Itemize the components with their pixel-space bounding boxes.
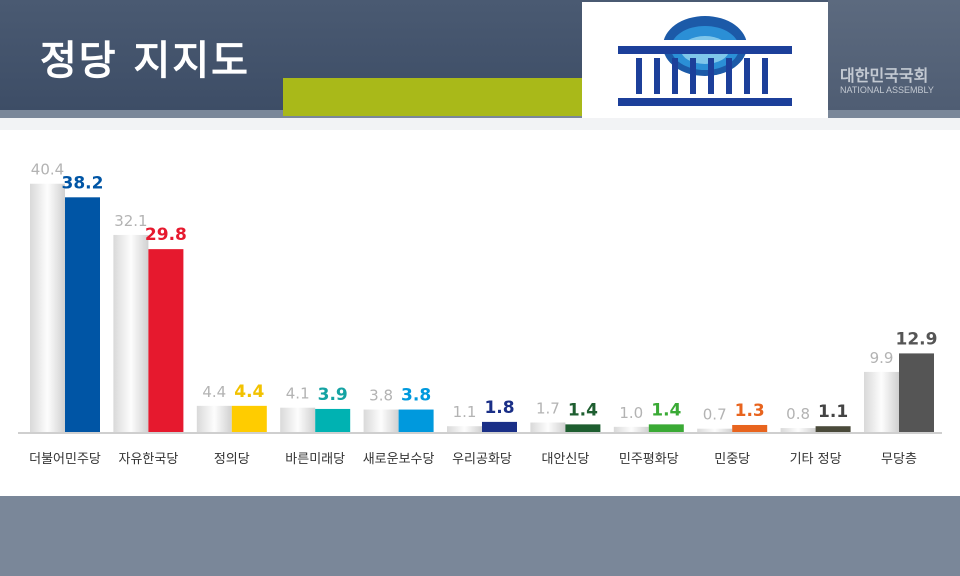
bar-prev-9: [780, 428, 816, 433]
bar-curr-9: [815, 426, 851, 433]
category-label-3: 바른미래당: [285, 452, 345, 467]
label-curr-4: 3.8: [401, 386, 431, 406]
label-curr-8: 1.3: [735, 401, 765, 421]
label-curr-2: 4.4: [234, 382, 264, 402]
bar-prev-1: [113, 234, 149, 433]
org-panel: [828, 0, 960, 110]
bar-prev-5: [447, 426, 482, 433]
logo-box: [582, 2, 828, 118]
divider: [0, 118, 960, 130]
label-prev-2: 4.4: [202, 383, 226, 401]
label-prev-8: 0.7: [703, 406, 727, 424]
label-prev-9: 0.8: [786, 405, 810, 423]
label-curr-1: 29.8: [145, 225, 187, 245]
national-assembly-logo-icon: [618, 16, 792, 106]
category-label-0: 더불어민주당: [29, 452, 101, 467]
label-curr-5: 1.8: [484, 398, 514, 418]
bar-prev-8: [697, 428, 733, 433]
category-label-9: 기타 정당: [790, 452, 842, 467]
category-label-4: 새로운보수당: [363, 452, 435, 467]
bar-curr-5: [482, 421, 517, 433]
category-label-7: 민주평화당: [619, 452, 679, 467]
accent-bar: [283, 78, 606, 116]
bar-curr-10: [899, 353, 934, 433]
label-prev-10: 9.9: [870, 349, 894, 367]
label-prev-1: 32.1: [114, 212, 147, 230]
category-label-5: 우리공화당: [452, 452, 512, 467]
bar-curr-1: [148, 249, 184, 433]
page-title: 정당 지지도: [40, 38, 250, 84]
bar-curr-2: [231, 405, 267, 433]
bar-prev-7: [613, 426, 649, 433]
category-label-10: 무당층: [881, 452, 917, 467]
label-prev-6: 1.7: [536, 400, 560, 418]
category-label-1: 자유한국당: [118, 452, 178, 467]
category-label-6: 대안신당: [541, 452, 589, 467]
category-label-2: 정의당: [214, 452, 250, 467]
bar-chart: 40.438.2 더불어민주당 32.129.8 자유한국당 4.4 4.4 정의당 4.1 3…: [18, 161, 942, 467]
footer-band: [0, 496, 960, 576]
bar-prev-4: [363, 409, 399, 433]
bar-prev-0: [30, 183, 65, 433]
label-curr-0: 38.2: [62, 173, 104, 193]
bar-prev-2: [196, 405, 232, 433]
label-curr-7: 1.4: [651, 400, 681, 420]
bar-prev-10: [864, 371, 899, 433]
label-prev-0: 40.4: [31, 161, 64, 179]
label-curr-9: 1.1: [818, 402, 848, 422]
bar-curr-6: [565, 424, 601, 433]
label-curr-6: 1.4: [568, 400, 598, 420]
label-curr-10: 12.9: [896, 329, 938, 349]
bar-prev-6: [530, 422, 566, 433]
label-curr-3: 3.9: [318, 385, 348, 405]
bar-curr-3: [315, 408, 351, 433]
label-prev-3: 4.1: [286, 385, 310, 403]
org-subtitle: NATIONAL ASSEMBLY: [840, 85, 934, 95]
label-prev-4: 3.8: [369, 387, 393, 405]
bar-prev-3: [280, 407, 316, 433]
bar-curr-8: [732, 424, 768, 433]
org-name: 대한민국국회: [840, 66, 929, 85]
label-prev-5: 1.1: [453, 403, 477, 421]
label-prev-7: 1.0: [619, 404, 643, 422]
bar-curr-0: [65, 197, 100, 433]
bar-curr-4: [398, 409, 434, 433]
bar-curr-7: [648, 424, 684, 433]
category-label-8: 민중당: [714, 452, 750, 467]
